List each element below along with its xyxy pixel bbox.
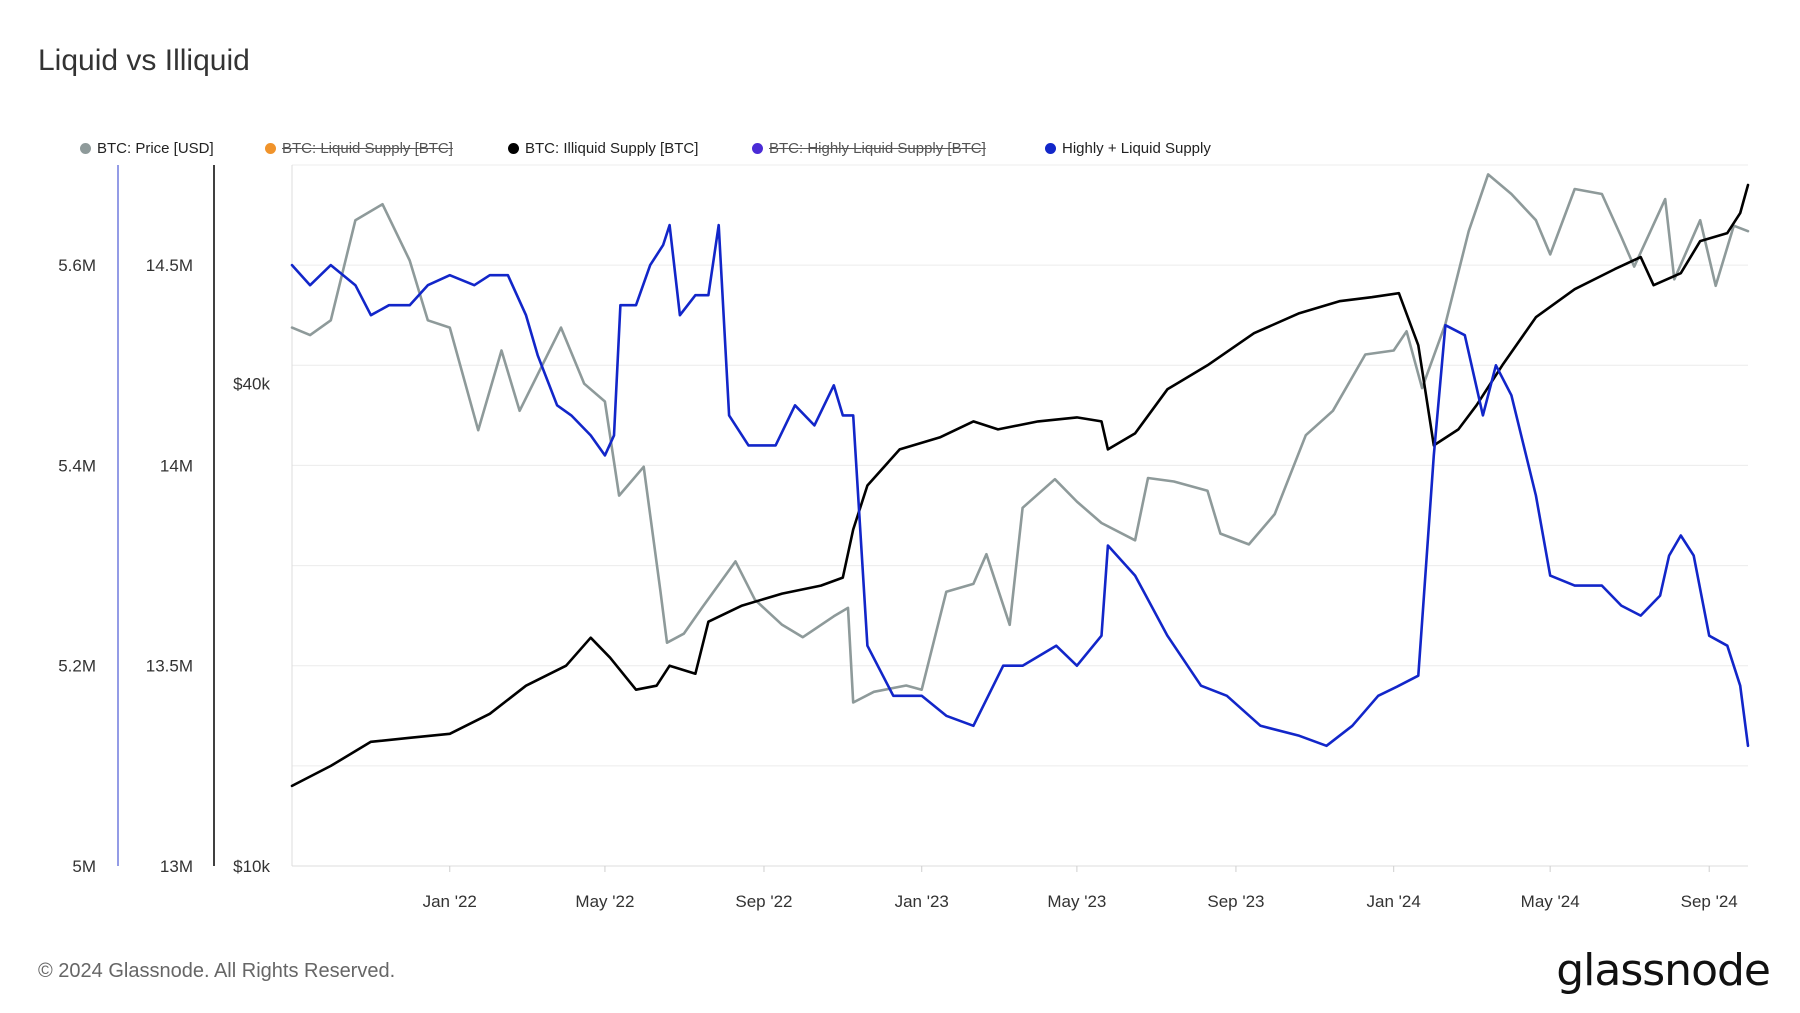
y-tick-label-illiquid: 13M (160, 857, 193, 876)
y-tick-label-highly-liquid: 5.2M (58, 657, 96, 676)
grid-lines (292, 164, 1748, 867)
glassnode-logo: glassnode (1556, 945, 1771, 996)
y-tick-label-highly-liquid: 5.6M (58, 256, 96, 275)
y-tick-label-illiquid: 13.5M (146, 657, 193, 676)
y-tick-label-highly-liquid: 5M (72, 857, 96, 876)
legend-dot-icon (80, 143, 91, 154)
legend-label: BTC: Price [USD] (97, 140, 214, 157)
x-tick-label: May '23 (1047, 892, 1106, 911)
x-tick-label: Jan '23 (895, 892, 949, 911)
y-tick-label-illiquid: 14.5M (146, 256, 193, 275)
legend-item-liquid-supply[interactable]: BTC: Liquid Supply [BTC] (265, 140, 453, 157)
legend-item-highly-plus-liquid-supply[interactable]: Highly + Liquid Supply (1045, 140, 1211, 157)
legend-item-illiquid-supply[interactable]: BTC: Illiquid Supply [BTC] (508, 140, 698, 157)
series-line-price (290, 173, 1750, 704)
legend-label: BTC: Liquid Supply [BTC] (282, 140, 453, 157)
legend-item-price[interactable]: BTC: Price [USD] (80, 140, 214, 157)
legend-label: BTC: Highly Liquid Supply [BTC] (769, 140, 986, 157)
series-line-illiquid-supply (290, 183, 1750, 788)
chart-title: Liquid vs Illiquid (38, 44, 250, 77)
x-tick-label: May '24 (1521, 892, 1580, 911)
x-tick-label: Jan '24 (1367, 892, 1421, 911)
y-tick-label-illiquid: 14M (160, 456, 193, 475)
y-tick-label-price: $40k (233, 375, 270, 394)
y-tick-label-price: $10k (233, 857, 270, 876)
copyright-text: © 2024 Glassnode. All Rights Reserved. (38, 960, 396, 982)
x-tick-label: Sep '22 (735, 892, 792, 911)
legend-dot-icon (508, 143, 519, 154)
x-tick-label: Sep '23 (1207, 892, 1264, 911)
legend-label: Highly + Liquid Supply (1062, 140, 1211, 157)
legend-dot-icon (265, 143, 276, 154)
legend-dot-icon (1045, 143, 1056, 154)
x-tick-label: Sep '24 (1681, 892, 1738, 911)
legend-item-highly-liquid-supply[interactable]: BTC: Highly Liquid Supply [BTC] (752, 140, 986, 157)
series-line-highly-plus-liquid-supply (290, 223, 1750, 748)
x-tick-label: May '22 (575, 892, 634, 911)
y-tick-label-highly-liquid: 5.4M (58, 456, 96, 475)
legend-dot-icon (752, 143, 763, 154)
legend-label: BTC: Illiquid Supply [BTC] (525, 140, 699, 157)
x-tick-label: Jan '22 (423, 892, 477, 911)
